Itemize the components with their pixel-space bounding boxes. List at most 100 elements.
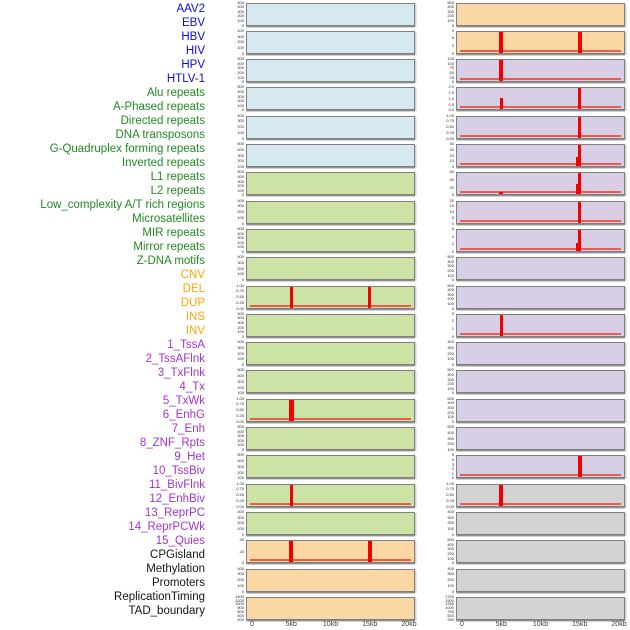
y-tick-label: 400 (447, 541, 454, 547)
y-tick-label: 1000 (235, 601, 244, 607)
y-tick-label: 1.00 (236, 480, 244, 486)
y-tick-label: 100 (447, 555, 454, 561)
row-label-Directed repeats: Directed repeats (120, 115, 205, 127)
y-tick-label: 300 (447, 376, 454, 382)
y-tick-label: 100 (237, 390, 244, 396)
y-tick-label: 100 (237, 244, 244, 250)
baseline-line (460, 332, 621, 335)
y-tick-label: 500 (237, 367, 244, 373)
y-tick-label: 500 (237, 56, 244, 62)
y-tick-label: 200 (237, 616, 244, 622)
row-label-5_TxWk: 5_TxWk (162, 395, 205, 407)
spike-bar (499, 192, 504, 195)
y-tick-label: 1 (451, 326, 454, 332)
y-tick-label: 500 (447, 537, 454, 543)
y-tick-label: 300 (447, 571, 454, 577)
y-tick-label: 100 (447, 356, 454, 362)
x-axis-label: 5kb (285, 620, 297, 628)
track-panel-L2 repeats (246, 370, 415, 394)
spike-bar (499, 60, 504, 82)
y-tick-label: 100 (447, 582, 454, 588)
y-tick-label: 300 (237, 433, 244, 439)
y-tick-label: 0 (451, 333, 454, 339)
y-tick-label: 0.75 (236, 401, 244, 407)
y-tick-label: 1400 (235, 593, 244, 599)
y-tick-label: 100 (237, 271, 244, 277)
y-tick-label: 400 (237, 230, 244, 236)
row-label-HIV: HIV (185, 45, 205, 57)
y-tick-label: 500 (447, 424, 454, 429)
y-tick-label: 200 (447, 551, 454, 556)
y-tick-label: 3 (451, 461, 454, 467)
row-label-ReplicationTiming: ReplicationTiming (114, 591, 205, 603)
y-tick-label: 400 (237, 428, 244, 434)
y-tick-label: 100 (447, 385, 454, 391)
y-tick-label: 300 (447, 8, 454, 14)
y-tick-label: 400 (237, 89, 244, 94)
y-tick-label: 200 (237, 98, 244, 104)
y-tick-label: 4 (451, 456, 454, 462)
y-tick-label: 0.50 (236, 492, 244, 498)
y-tick-label: 0 (451, 531, 454, 537)
row-label-Low_complexity A/T rich regions: Low_complexity A/T rich regions (40, 199, 205, 211)
y-tick-label: 200 (237, 239, 244, 245)
spike-bar (578, 201, 582, 223)
y-tick-label: 10 (449, 209, 454, 215)
spike-bar (367, 541, 372, 563)
y-tick-label: 200 (237, 69, 244, 75)
y-tick-label: 300 (237, 344, 244, 350)
spike-bar (499, 31, 504, 53)
y-tick-label: 100 (237, 17, 244, 23)
track-panel-8_ZNF_Rpts (456, 257, 625, 281)
y-tick-label: 600 (237, 609, 244, 615)
y-tick-label: 500 (237, 84, 244, 90)
y-tick-label: 500 (447, 612, 454, 618)
y-tick-label: 25 (449, 74, 454, 80)
track-panel-TAD_boundary (456, 596, 625, 620)
y-tick-label: 500 (237, 452, 244, 458)
y-tick-label: 0 (451, 22, 454, 28)
row-label-G-Quadruplex forming repeats: G-Quadruplex forming repeats (49, 143, 205, 155)
spike-bar (499, 314, 503, 336)
y-tick-label: 0 (451, 220, 454, 226)
y-tick-label: 200 (237, 39, 244, 45)
y-tick-label: 100 (237, 129, 244, 135)
y-tick-label: 500 (237, 310, 244, 316)
y-tick-label: 100 (237, 187, 244, 193)
y-tick-label: 100 (447, 272, 454, 278)
y-tick-label: 100 (237, 582, 244, 588)
baseline-line (460, 163, 621, 165)
y-tick-label: 0 (451, 192, 454, 198)
baseline-line (250, 417, 411, 420)
row-label-AAV2: AAV2 (176, 3, 205, 15)
y-tick-label: 100 (237, 102, 244, 108)
y-tick-label: 0.50 (446, 492, 454, 498)
y-tick-label: 200 (237, 265, 244, 271)
y-tick-label: 1.00 (446, 480, 454, 486)
y-tick-label: 100 (237, 164, 244, 169)
y-tick-label: 0.75 (236, 486, 244, 492)
y-tick-label: 200 (447, 520, 454, 526)
y-tick-label: 200 (237, 13, 244, 19)
y-tick-label: 300 (237, 8, 244, 14)
y-tick-label: 100 (237, 356, 244, 362)
row-label-7_Enh: 7_Enh (171, 423, 205, 435)
y-tick-label: 400 (237, 458, 244, 464)
track-panel-2_TssAFlnk (456, 87, 625, 111)
y-tick-label: 0.25 (446, 497, 454, 503)
y-tick-label: 100 (237, 526, 244, 532)
y-tick-label: 1200 (235, 597, 244, 603)
y-tick-label: 400 (237, 27, 244, 33)
y-tick-label: 4 (451, 233, 454, 239)
row-label-DUP: DUP (180, 297, 205, 309)
track-panel-11_BivFlnk (456, 342, 625, 366)
row-label-2_TssAFlnk: 2_TssAFlnk (145, 353, 205, 365)
spike-bar (578, 116, 582, 138)
baseline-line (460, 219, 621, 222)
y-tick-label: 10 (449, 158, 454, 164)
y-tick-label: 1500 (445, 597, 454, 603)
spike-bar (499, 484, 504, 506)
track-panel-7_Enh (456, 228, 625, 252)
y-tick-label: 1 (451, 470, 454, 476)
y-tick-label: 200 (237, 124, 244, 130)
